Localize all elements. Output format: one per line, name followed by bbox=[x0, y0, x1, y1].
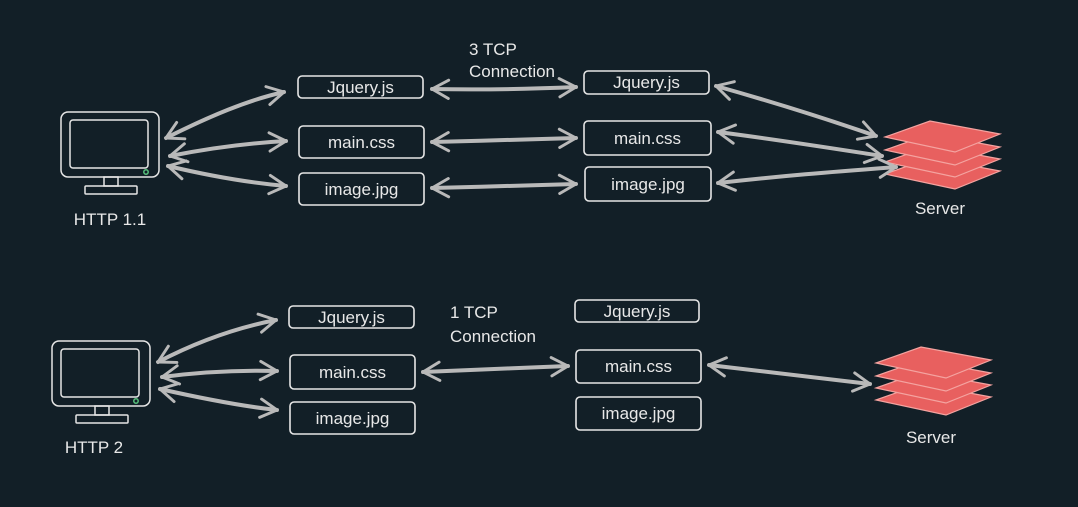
http2-server-file-image: image.jpg bbox=[575, 396, 702, 431]
http11-server-file-image-label: image.jpg bbox=[611, 175, 685, 194]
http2-arrow-single-connection bbox=[421, 356, 570, 382]
http2-client-file-image: image.jpg bbox=[289, 401, 416, 435]
http11-client-file-css-label: main.css bbox=[328, 133, 395, 152]
http11-arrow-server-image bbox=[716, 157, 898, 192]
http11-server-file-jquery: Jquery.js bbox=[583, 70, 710, 95]
http11-arrow-client-css bbox=[168, 131, 288, 164]
http11-client-file-jquery: Jquery.js bbox=[297, 75, 424, 99]
http11-client-file-css: main.css bbox=[298, 125, 425, 159]
http11-server-stack-icon bbox=[882, 120, 1003, 190]
http2-section: HTTP 2 1 TCP Connection Jquery.js main.c… bbox=[51, 299, 994, 457]
http11-arrow-server-jquery bbox=[714, 80, 878, 141]
http2-client-file-css-label: main.css bbox=[319, 363, 386, 382]
http11-client-label: HTTP 1.1 bbox=[74, 210, 146, 229]
http2-server-file-css-label: main.css bbox=[605, 357, 672, 376]
http11-server-label: Server bbox=[915, 199, 965, 218]
http11-connection-label-line1: 3 TCP bbox=[469, 40, 517, 59]
http11-client-file-jquery-label: Jquery.js bbox=[327, 78, 394, 97]
http11-section: HTTP 1.1 3 TCP Connection Jquery.js main… bbox=[60, 40, 1003, 229]
http2-client-file-css: main.css bbox=[289, 354, 416, 390]
http11-arrow-server-css bbox=[716, 123, 884, 165]
http11-arrow-image-connection bbox=[430, 173, 578, 199]
http2-server-stack-icon bbox=[873, 346, 994, 416]
http2-client-label: HTTP 2 bbox=[65, 438, 123, 457]
http11-client-file-image-label: image.jpg bbox=[325, 180, 399, 199]
http2-arrow-client-image bbox=[158, 382, 279, 419]
http2-client-monitor-icon bbox=[51, 340, 151, 424]
http2-client-file-jquery: Jquery.js bbox=[288, 305, 415, 329]
http11-arrow-client-image bbox=[166, 159, 288, 196]
http2-server-file-image-label: image.jpg bbox=[602, 404, 676, 423]
http11-server-file-jquery-label: Jquery.js bbox=[613, 73, 680, 92]
http2-client-file-jquery-label: Jquery.js bbox=[318, 308, 385, 327]
http11-arrow-css-connection bbox=[430, 127, 578, 153]
http2-connection-label-line1: 1 TCP bbox=[450, 303, 498, 322]
http2-server-file-jquery: Jquery.js bbox=[574, 299, 700, 323]
http11-server-file-css-label: main.css bbox=[614, 129, 681, 148]
http2-arrow-server bbox=[707, 356, 872, 393]
http11-server-file-css: main.css bbox=[583, 120, 712, 156]
http11-arrow-jquery-connection bbox=[430, 77, 578, 100]
http2-server-file-jquery-label: Jquery.js bbox=[604, 302, 671, 321]
http11-server-file-image: image.jpg bbox=[584, 166, 712, 202]
http2-arrow-client-css bbox=[160, 359, 279, 386]
http11-arrow-client-jquery bbox=[164, 85, 286, 141]
http2-arrow-client-jquery bbox=[156, 312, 278, 364]
http11-connection-label-line2: Connection bbox=[469, 62, 555, 81]
http2-connection-label-line2: Connection bbox=[450, 327, 536, 346]
http11-client-monitor-icon bbox=[60, 111, 160, 195]
http2-server-file-css: main.css bbox=[575, 349, 702, 384]
http11-client-file-image: image.jpg bbox=[298, 172, 425, 206]
http2-server-label: Server bbox=[906, 428, 956, 447]
http2-client-file-image-label: image.jpg bbox=[316, 409, 390, 428]
